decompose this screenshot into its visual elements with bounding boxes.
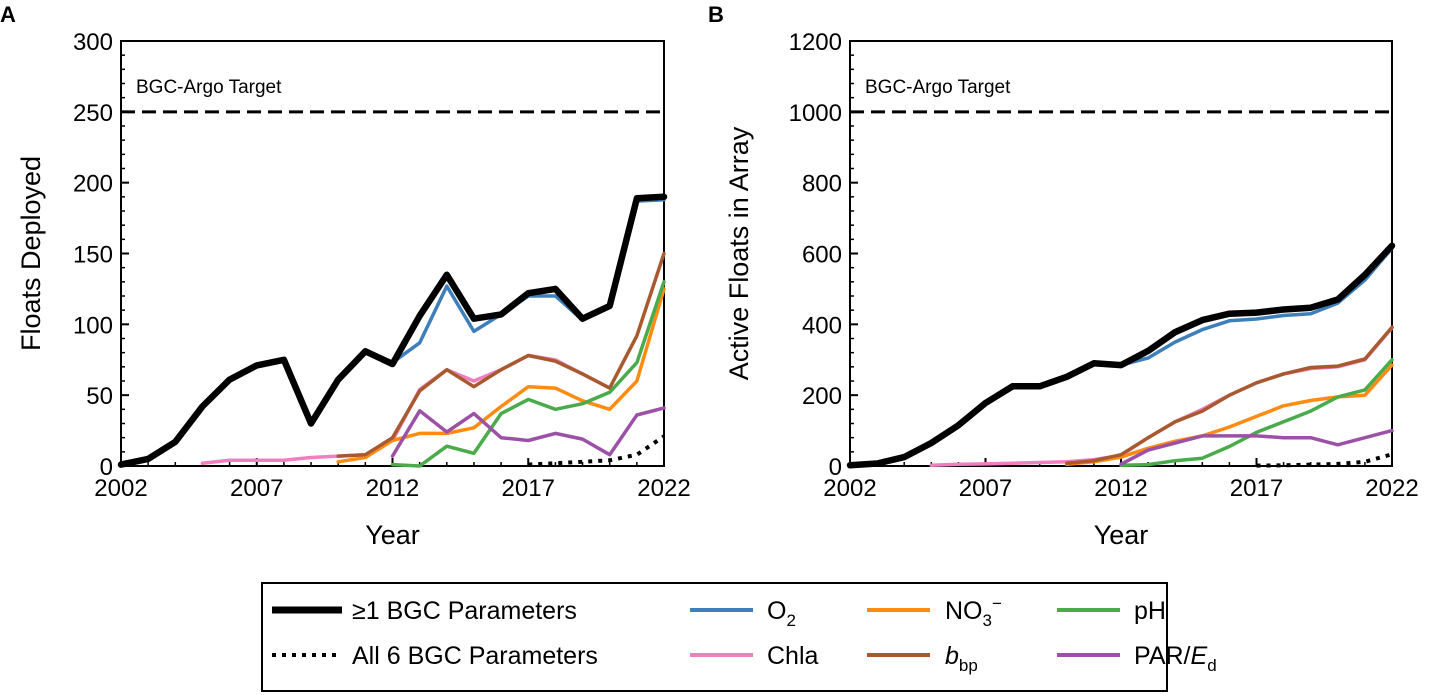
legend-label-o2: O2: [767, 597, 796, 630]
panel-a-series-no3: [336, 287, 666, 464]
legend-label-bbp: bbp: [945, 642, 978, 675]
panel-a-y-tick-label: 200: [73, 171, 113, 198]
panel-b-x-axis-title: Year: [1094, 520, 1149, 550]
panel-b-series-no3: [1065, 363, 1394, 466]
panel-a-series-all6: [528, 434, 666, 467]
panel-b: 2002 2007 2012 2017 2022 0 200 400 600 800 1000 120…: [708, 2, 1419, 550]
panel-a-y-tick-label: 50: [86, 383, 113, 410]
panel-b-series-all6: [1256, 452, 1393, 468]
panel-a-y-tick-label: 250: [73, 100, 113, 127]
legend: ≥1 BGC Parameters All 6 BGC Parameters O…: [261, 582, 1217, 692]
panel-b-x-tick-label: 2012: [1094, 475, 1147, 502]
legend-label-all6: All 6 BGC Parameters: [352, 642, 598, 670]
panel-a-series-chla: [200, 353, 612, 465]
panel-b-series-par: [1119, 428, 1394, 466]
panel-a-series-ph: [390, 280, 666, 468]
panel-a-y-tick-label: 0: [100, 454, 113, 481]
panel-b-y-tick-label: 0: [829, 454, 842, 481]
panel-a-series-bbp: [336, 251, 666, 458]
panel-b-y-axis-title: Active Floats in Array: [724, 126, 754, 380]
panel-b-y-tick-label: 1000: [789, 100, 842, 127]
panel-b-y-tick-label: 200: [802, 383, 842, 410]
panel-b-series-ph: [1119, 358, 1394, 468]
panel-a-x-tick-label: 2002: [94, 475, 147, 502]
panel-b-letter: B: [708, 2, 724, 27]
panel-b-x-tick-label: 2002: [823, 475, 876, 502]
panel-b-y-tick-label: 800: [802, 171, 842, 198]
legend-label-any: ≥1 BGC Parameters: [352, 597, 577, 625]
legend-frame: [261, 582, 1168, 692]
panel-b-series-any: [846, 242, 1396, 469]
panel-a-y-tick-label: 150: [73, 242, 113, 269]
panel-b-y-tick-label: 400: [802, 312, 842, 339]
panel-a-y-tick-label: 300: [73, 29, 113, 56]
panel-a-series-o2: [390, 197, 666, 365]
panel-a-target-label: BGC-Argo Target: [136, 77, 282, 98]
panel-a-series-par: [390, 406, 666, 458]
panel-a-x-tick-label: 2017: [502, 475, 555, 502]
panel-a-series-any: [117, 193, 668, 468]
panel-b-x-tick-label: 2007: [959, 475, 1012, 502]
panel-b-x-tick-label: 2017: [1230, 475, 1283, 502]
panel-a: 2002 2007 2012 2017 2022 0 50 100 150 200 250 300 Ye…: [0, 2, 691, 550]
panel-a-letter: A: [0, 2, 16, 27]
legend-label-chla: Chla: [767, 642, 819, 670]
legend-label-ph: pH: [1134, 597, 1166, 625]
panel-b-x-tick-label: 2022: [1365, 475, 1418, 502]
panel-a-x-tick-label: 2022: [637, 475, 690, 502]
panel-a-x-tick-label: 2012: [366, 475, 419, 502]
legend-label-par: PAR/Ed: [1134, 642, 1217, 675]
panel-a-y-axis-title: Floats Deployed: [16, 156, 46, 351]
panel-a-x-tick-label: 2007: [230, 475, 283, 502]
panel-a-x-axis-title: Year: [365, 520, 420, 550]
panel-b-series-bbp: [1065, 325, 1394, 465]
panel-b-y-tick-label: 600: [802, 242, 842, 269]
panel-a-y-tick-label: 100: [73, 312, 113, 339]
panel-b-y-tick-label: 1200: [789, 29, 842, 56]
legend-label-no3: NO3−: [945, 594, 1002, 630]
panel-b-series-o2: [1119, 246, 1394, 367]
panel-b-target-label: BGC-Argo Target: [865, 77, 1011, 98]
